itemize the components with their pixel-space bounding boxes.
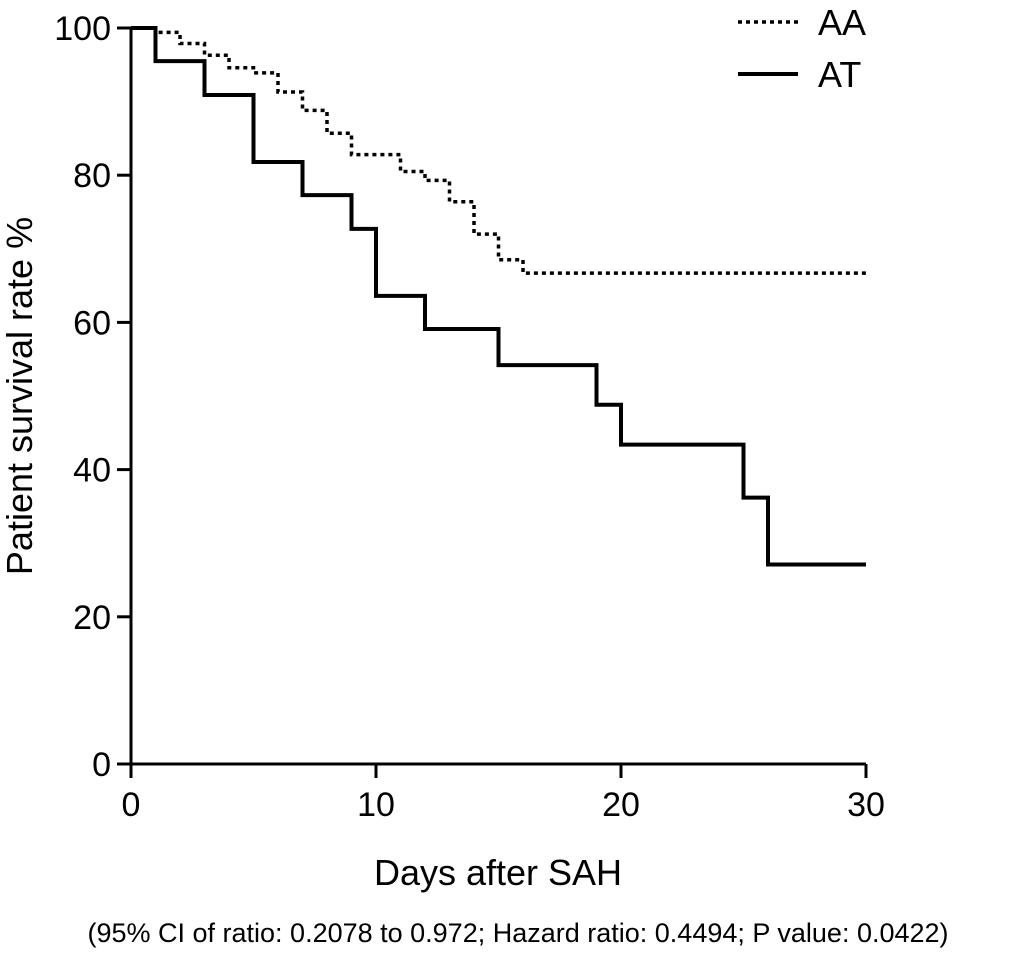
series-line-at xyxy=(131,26,866,567)
legend: AA AT xyxy=(738,2,866,95)
y-tick-label: 60 xyxy=(73,304,111,342)
x-tick-label: 0 xyxy=(122,786,141,824)
legend-label-aa: AA xyxy=(818,2,866,43)
x-tick-label: 30 xyxy=(847,786,885,824)
y-tick-label: 20 xyxy=(73,599,111,637)
series-layer xyxy=(131,26,866,567)
y-tick-label: 80 xyxy=(73,157,111,195)
legend-label-at: AT xyxy=(818,54,861,95)
chart-caption: (95% CI of ratio: 0.2078 to 0.972; Hazar… xyxy=(87,918,948,948)
y-tick-label: 100 xyxy=(54,10,111,48)
x-tick-label: 20 xyxy=(602,786,640,824)
y-tick-label: 0 xyxy=(92,746,111,784)
x-axis-title: Days after SAH xyxy=(374,852,622,893)
y-axis-title: Patient survival rate % xyxy=(0,217,40,575)
series-line-aa xyxy=(131,26,866,275)
axes: 0 20 40 60 80 100 0 10 20 30 xyxy=(54,10,885,824)
y-tick-label: 40 xyxy=(73,452,111,490)
x-tick-label: 10 xyxy=(357,786,395,824)
